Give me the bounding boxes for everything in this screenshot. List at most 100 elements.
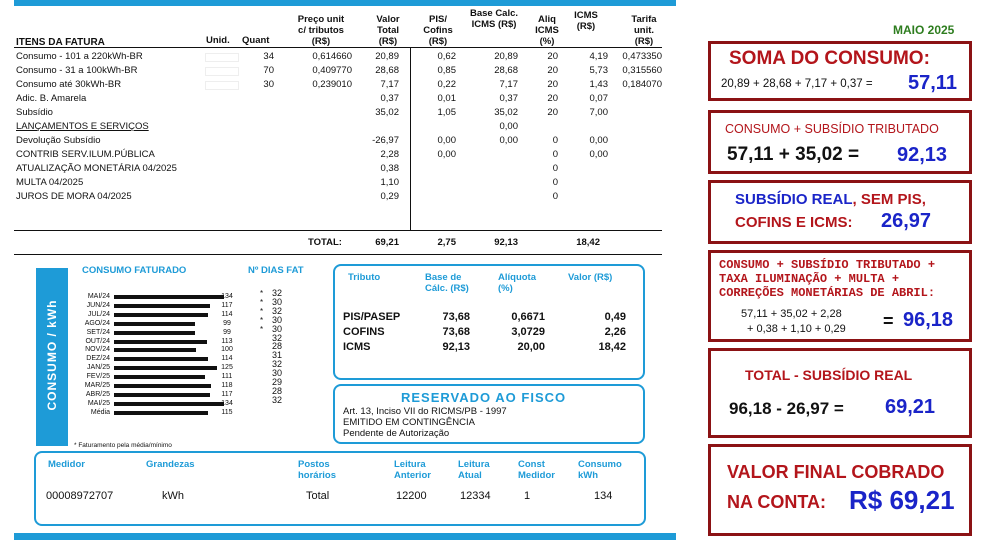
consumption-bar (114, 410, 208, 415)
bill-cell-item: Consumo até 30kWh-BR (16, 79, 122, 90)
panel-consumo-subsidio: CONSUMO + SUBSÍDIO TRIBUTADO 57,11 + 35,… (708, 110, 972, 174)
billing-days: 32 (271, 288, 282, 298)
bill-cell-item: Consumo - 31 a 100kWh-BR (16, 65, 138, 76)
panel-title-line2: COFINS E ICMS: (735, 214, 853, 231)
consumption-bar (114, 384, 211, 388)
bill-cell-base: 35,02 (494, 107, 518, 118)
tax-cell-base: 92,13 (442, 341, 470, 353)
unit-redaction (205, 53, 239, 62)
billing-days: 30 (271, 323, 282, 334)
bill-cell-aliq: 0 (552, 135, 558, 146)
bill-cell-base: 20,89 (494, 51, 518, 62)
header-pis: PIS/ Cofins (R$) (423, 14, 453, 47)
meter-header-anterior: Leitura Anterior (394, 459, 431, 481)
billing-days: 31 (271, 350, 282, 361)
meter-header-grandezas: Grandezas (146, 459, 195, 470)
month-label: ABR/25 (85, 390, 110, 398)
bill-cell-total: 0,29 (380, 191, 400, 202)
panel-consumo-taxas: CONSUMO + SUBSÍDIO TRIBUTADO + TAXA ILUM… (708, 250, 972, 342)
top-blue-bar (14, 0, 676, 6)
meter-header-medidor: Medidor (48, 459, 85, 470)
bill-cell-price: 0,614660 (312, 51, 352, 62)
bill-cell-tarifa: 0,184070 (622, 79, 662, 90)
bill-cell-total: 20,89 (375, 51, 399, 62)
consumption-bar (114, 357, 208, 362)
total-rule-bottom (14, 254, 662, 255)
meter-posto: Total (306, 490, 330, 502)
tax-cell-base: 73,68 (442, 311, 470, 323)
header-aliq: Aliq ICMS (%) (535, 14, 559, 47)
panel-title-line2: TAXA ILUMINAÇÃO + MULTA + (719, 272, 900, 286)
total-icms: 18,42 (576, 237, 600, 248)
month-kwh: 115 (221, 408, 233, 416)
month-kwh: 117 (221, 390, 233, 398)
bill-cell-quant: 34 (263, 51, 274, 62)
panel-expression-line1: 57,11 + 35,02 + 2,28 (741, 308, 842, 320)
bill-cell-price: 0,409770 (312, 65, 352, 76)
month-kwh: 99 (223, 319, 231, 327)
tax-header-tributo: Tributo (348, 272, 381, 283)
header-quant: Quant (242, 35, 270, 46)
bill-cell-aliq: 0 (552, 163, 558, 174)
bill-cell-aliq: 20 (547, 93, 558, 104)
consumption-bar (114, 392, 210, 397)
bill-cell-icms: 0,00 (589, 149, 609, 160)
bill-cell-item: Consumo - 101 a 220kWh-BR (16, 51, 143, 62)
days-title: Nº DIAS FAT (248, 265, 304, 276)
bill-cell-base: 0,00 (499, 121, 519, 132)
bill-cell-icms: 0,07 (589, 93, 609, 104)
bill-cell-quant: 30 (263, 79, 274, 90)
meter-header-atual: Leitura Atual (458, 459, 490, 481)
header-unid: Unid. (206, 35, 230, 46)
panel-result: 96,18 (903, 309, 954, 331)
consumption-title: CONSUMO FATURADO (82, 265, 187, 276)
month-label: JAN/25 (87, 364, 110, 372)
bill-cell-icms: 5,73 (589, 65, 609, 76)
fisco-line: Art. 13, Inciso VII do RICMS/PB - 1997 (343, 406, 507, 417)
panel-result: 69,21 (885, 396, 936, 418)
panel-title-highlight: SUBSÍDIO REAL (735, 191, 853, 208)
bill-cell-pis: 0,62 (437, 51, 457, 62)
billing-days: 32 (271, 394, 282, 405)
bill-cell-item: CONTRIB SERV.ILUM.PÚBLICA (16, 149, 155, 160)
panel-expression-line2: + 0,38 + 1,10 + 0,29 (747, 323, 846, 335)
billing-days: 29 (271, 377, 282, 387)
meter-anterior: 12200 (396, 490, 427, 502)
total-label: TOTAL: (308, 237, 342, 248)
energy-bill: ITENS DA FATURA Unid. Quant Preço unit c… (14, 0, 676, 540)
month-kwh: 114 (221, 310, 233, 318)
billing-days: 28 (271, 385, 282, 396)
meter-box: Medidor Grandezas Postos horários Leitur… (34, 451, 646, 526)
panel-title: SOMA DO CONSUMO: (729, 48, 930, 69)
estimate-star: * (260, 289, 264, 298)
consumption-bar (114, 375, 205, 380)
month-label: NOV/24 (85, 346, 110, 354)
total-value: 69,21 (375, 237, 399, 248)
consumption-bar (114, 312, 208, 317)
total-pis: 2,75 (437, 237, 457, 248)
billing-days: 32 (271, 332, 282, 343)
month-kwh: 134 (221, 399, 233, 407)
month-kwh: 111 (221, 373, 233, 381)
month-kwh: 134 (221, 293, 233, 300)
fisco-box: RESERVADO AO FISCO Art. 13, Inciso VII d… (333, 384, 645, 444)
meter-const: 1 (524, 490, 531, 502)
bill-cell-item: JUROS DE MORA 04/2025 (16, 191, 132, 202)
bill-cell-icms: 7,00 (589, 107, 609, 118)
unit-redaction (205, 81, 239, 90)
bill-cell-pis: 0,00 (437, 149, 457, 160)
month-kwh: 125 (221, 364, 233, 372)
tax-cell-name: ICMS (343, 341, 371, 353)
meter-consumo: 134 (594, 490, 613, 502)
panel-result: 92,13 (897, 144, 948, 166)
bill-cell-item: MULTA 04/2025 (16, 177, 84, 188)
month-kwh: 113 (221, 337, 233, 345)
billing-days: 32 (271, 305, 282, 316)
bill-cell-aliq: 0 (552, 177, 558, 188)
header-items: ITENS DA FATURA (16, 37, 105, 48)
tax-cell-base: 73,68 (442, 326, 470, 338)
month-label: MAI/24 (87, 293, 110, 300)
panel-expression: 96,18 - 26,97 = (729, 399, 844, 418)
consumption-bar (114, 321, 195, 326)
panel-title-rest: , SEM PIS, (852, 191, 926, 208)
